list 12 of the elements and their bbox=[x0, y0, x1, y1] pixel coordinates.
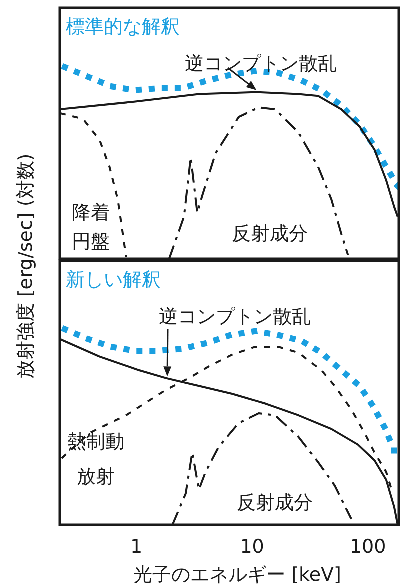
chart-title: 新しい解釈 bbox=[66, 269, 161, 291]
series-label: 降着円盤 bbox=[72, 202, 110, 253]
series-label: 熱制動放射 bbox=[68, 431, 124, 488]
x-axis-title: 光子のエネルギー [keV] bbox=[134, 564, 342, 586]
x-tick-label: 1 bbox=[130, 536, 143, 558]
y-axis-title: 放射強度 [erg/sec] (対数) bbox=[15, 154, 37, 380]
chart-title: 標準的な解釈 bbox=[66, 16, 180, 38]
series-label: 反射成分 bbox=[232, 223, 308, 245]
text: 逆コンプトン散乱 bbox=[159, 306, 311, 328]
x-tick-label: 100 bbox=[350, 536, 386, 558]
x-tick-label: 10 bbox=[240, 536, 264, 558]
series-label: 反射成分 bbox=[237, 492, 313, 514]
